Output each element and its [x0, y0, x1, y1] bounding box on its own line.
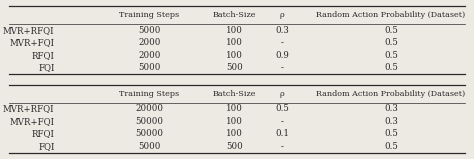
Text: -: - — [281, 38, 283, 47]
Text: 2000: 2000 — [138, 38, 161, 47]
Text: MVR+FQI: MVR+FQI — [9, 38, 55, 47]
Text: Batch-Size: Batch-Size — [213, 11, 256, 19]
Text: 20000: 20000 — [135, 104, 164, 113]
Text: 100: 100 — [226, 117, 243, 126]
Text: -: - — [281, 63, 283, 72]
Text: 0.3: 0.3 — [275, 26, 289, 35]
Text: 0.5: 0.5 — [384, 26, 398, 35]
Text: 0.5: 0.5 — [384, 142, 398, 151]
Text: -: - — [281, 142, 283, 151]
Text: 0.1: 0.1 — [275, 129, 289, 138]
Text: 50000: 50000 — [135, 129, 164, 138]
Text: 100: 100 — [226, 38, 243, 47]
Text: 500: 500 — [226, 142, 243, 151]
Text: 0.5: 0.5 — [384, 129, 398, 138]
Text: Random Action Probability (Dataset): Random Action Probability (Dataset) — [317, 90, 465, 98]
Text: RFQI: RFQI — [32, 51, 55, 60]
Text: 5000: 5000 — [138, 63, 161, 72]
Text: 50000: 50000 — [135, 117, 164, 126]
Text: 100: 100 — [226, 104, 243, 113]
Text: Training Steps: Training Steps — [119, 11, 179, 19]
Text: 0.5: 0.5 — [384, 38, 398, 47]
Text: ρ: ρ — [280, 11, 284, 19]
Text: Random Action Probability (Dataset): Random Action Probability (Dataset) — [317, 11, 465, 19]
Text: Batch-Size: Batch-Size — [213, 90, 256, 98]
Text: 5000: 5000 — [138, 142, 161, 151]
Text: 500: 500 — [226, 63, 243, 72]
Text: 0.5: 0.5 — [275, 104, 289, 113]
Text: 100: 100 — [226, 129, 243, 138]
Text: FQI: FQI — [38, 142, 55, 151]
Text: 0.3: 0.3 — [384, 104, 398, 113]
Text: 0.5: 0.5 — [384, 63, 398, 72]
Text: -: - — [281, 117, 283, 126]
Text: 2000: 2000 — [138, 51, 161, 60]
Text: 0.3: 0.3 — [384, 117, 398, 126]
Text: MVR+RFQI: MVR+RFQI — [3, 26, 55, 35]
Text: 100: 100 — [226, 26, 243, 35]
Text: MVR+FQI: MVR+FQI — [9, 117, 55, 126]
Text: Training Steps: Training Steps — [119, 90, 179, 98]
Text: 5000: 5000 — [138, 26, 161, 35]
Text: MVR+RFQI: MVR+RFQI — [3, 104, 55, 113]
Text: 0.5: 0.5 — [384, 51, 398, 60]
Text: ρ: ρ — [280, 90, 284, 98]
Text: FQI: FQI — [38, 63, 55, 72]
Text: 100: 100 — [226, 51, 243, 60]
Text: 0.9: 0.9 — [275, 51, 289, 60]
Text: RFQI: RFQI — [32, 129, 55, 138]
